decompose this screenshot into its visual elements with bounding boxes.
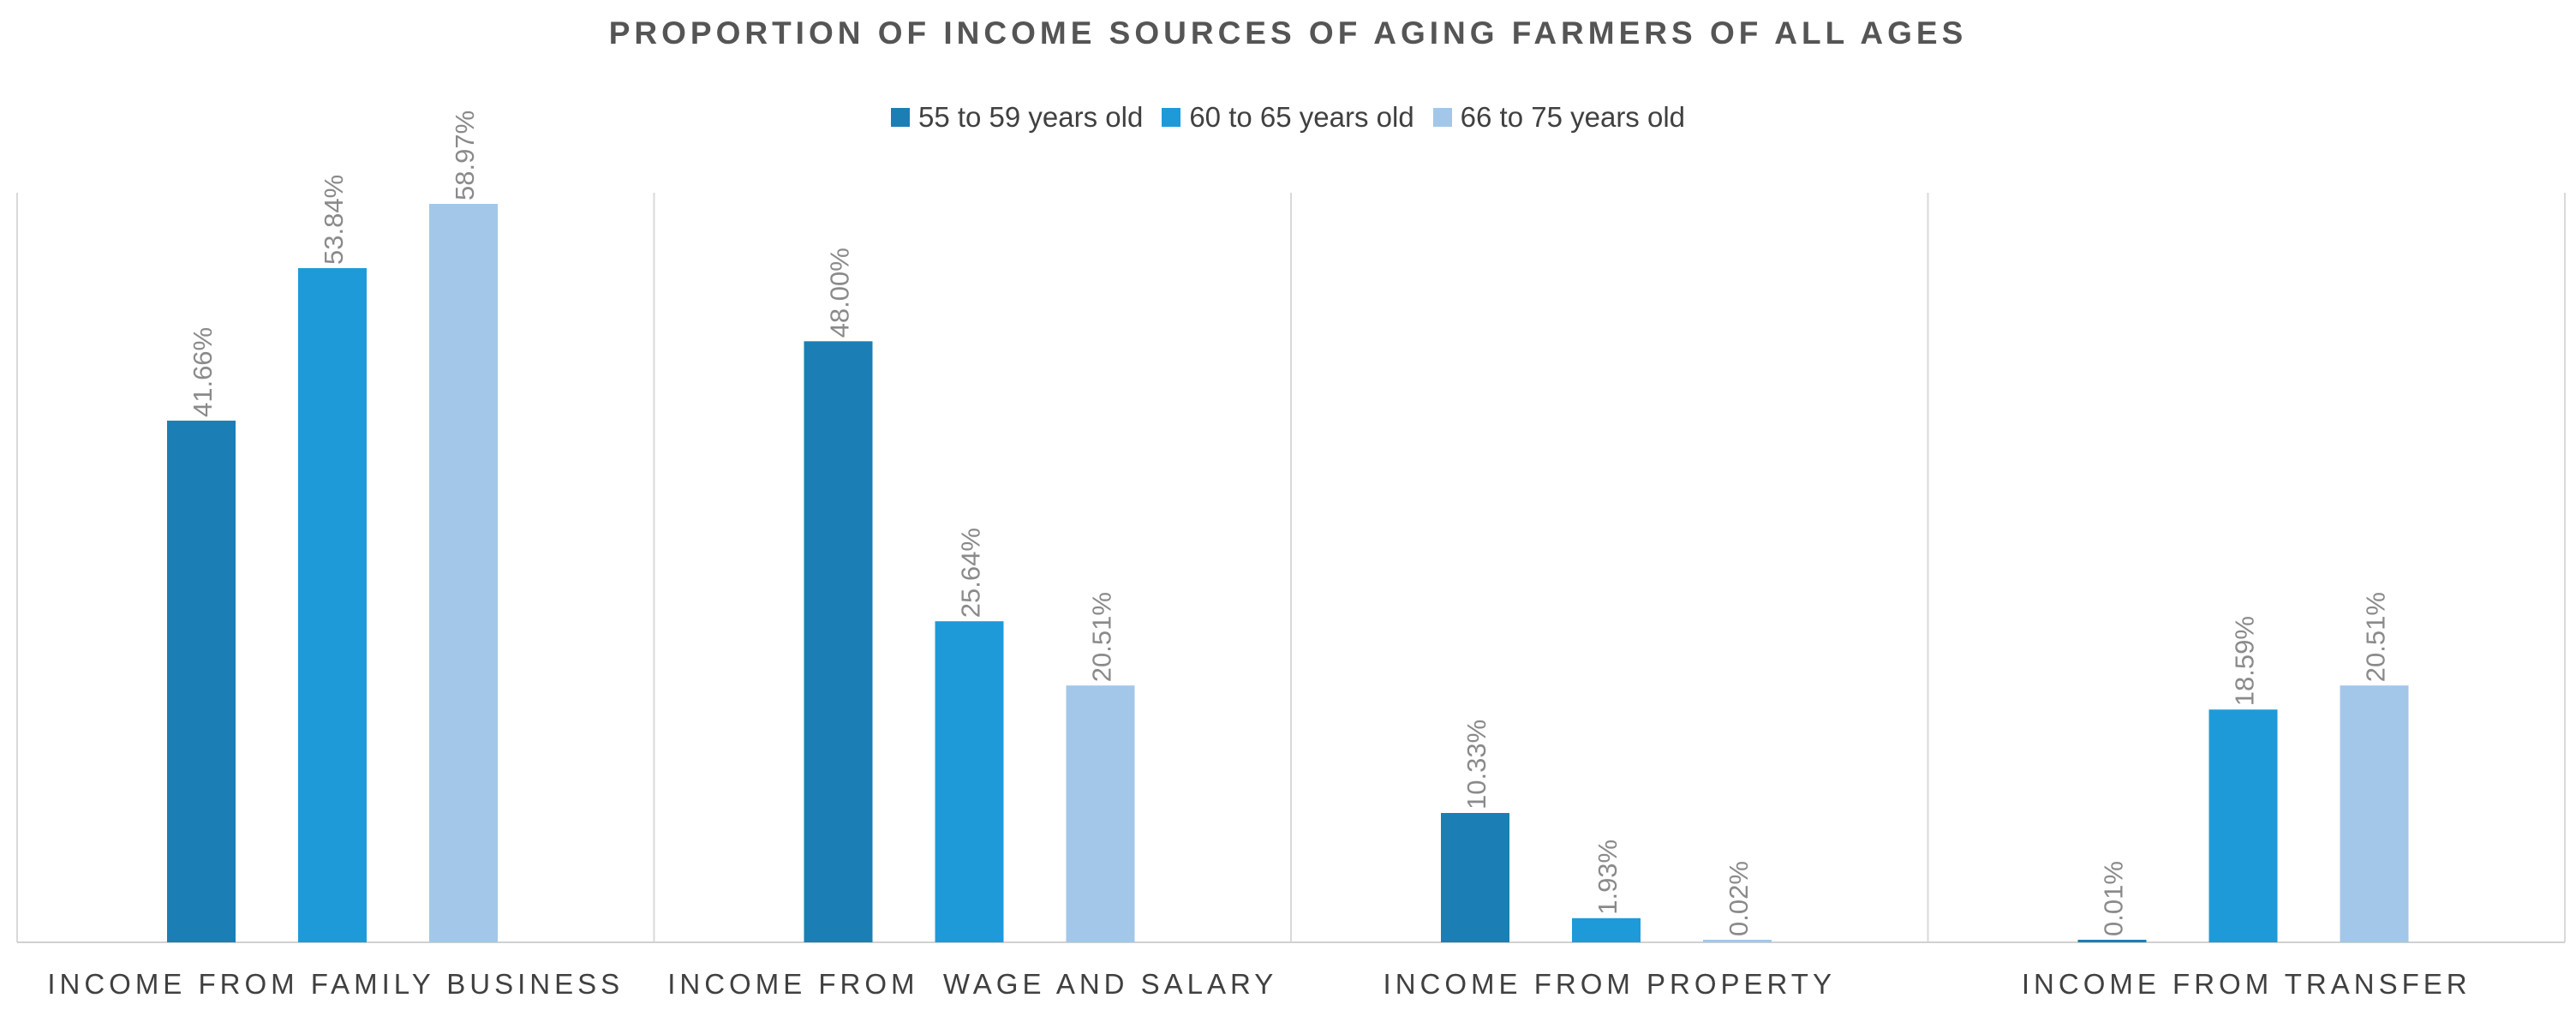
category-label: INCOME FROM PROPERTY xyxy=(1384,968,1836,1000)
bar xyxy=(2077,940,2147,942)
bar xyxy=(429,204,498,942)
data-label: 58.97% xyxy=(450,111,480,200)
bar xyxy=(1703,940,1772,942)
legend-entry-60-65: 60 to 65 years old xyxy=(1162,101,1414,134)
category-label: INCOME FROM WAGE AND SALARY xyxy=(667,968,1277,1000)
legend-label-55-59: 55 to 59 years old xyxy=(917,101,1144,133)
data-label: 53.84% xyxy=(319,175,349,265)
data-label: 18.59% xyxy=(2230,616,2260,706)
category-label: INCOME FROM FAMILY BUSINESS xyxy=(47,968,624,1000)
legend-label-60-65: 60 to 65 years old xyxy=(1189,101,1414,133)
bar xyxy=(1441,813,1509,942)
bar xyxy=(2208,709,2278,942)
bar xyxy=(1572,917,1641,942)
data-label: 10.33% xyxy=(1461,720,1491,810)
chart-title: PROPORTION OF INCOME SOURCES OF AGING FA… xyxy=(608,15,1968,51)
data-label: 41.66% xyxy=(188,327,218,417)
data-label: 1.93% xyxy=(1593,840,1623,915)
legend-entry-66-75: 66 to 75 years old xyxy=(1432,101,1686,134)
bar xyxy=(2340,685,2409,942)
legend: 55 to 59 years old 60 to 65 years old 66… xyxy=(0,101,2576,134)
data-label: 25.64% xyxy=(956,528,986,618)
bar xyxy=(804,341,873,942)
bar xyxy=(935,621,1004,942)
data-label: 0.02% xyxy=(1724,861,1754,936)
category-label: INCOME FROM TRANSFER xyxy=(2022,968,2471,1000)
data-label: 20.51% xyxy=(2361,592,2391,682)
legend-swatch-60-65 xyxy=(1162,108,1181,127)
legend-entry-55-59: 55 to 59 years old xyxy=(890,101,1144,134)
data-label: 0.01% xyxy=(2099,861,2129,936)
data-label: 20.51% xyxy=(1087,592,1117,682)
legend-swatch-66-75 xyxy=(1432,108,1452,127)
legend-swatch-55-59 xyxy=(890,108,910,127)
legend-label-66-75: 66 to 75 years old xyxy=(1460,101,1686,133)
bar xyxy=(167,421,236,942)
data-label: 48.00% xyxy=(825,248,855,338)
bar xyxy=(1066,685,1135,942)
bar xyxy=(298,267,367,943)
